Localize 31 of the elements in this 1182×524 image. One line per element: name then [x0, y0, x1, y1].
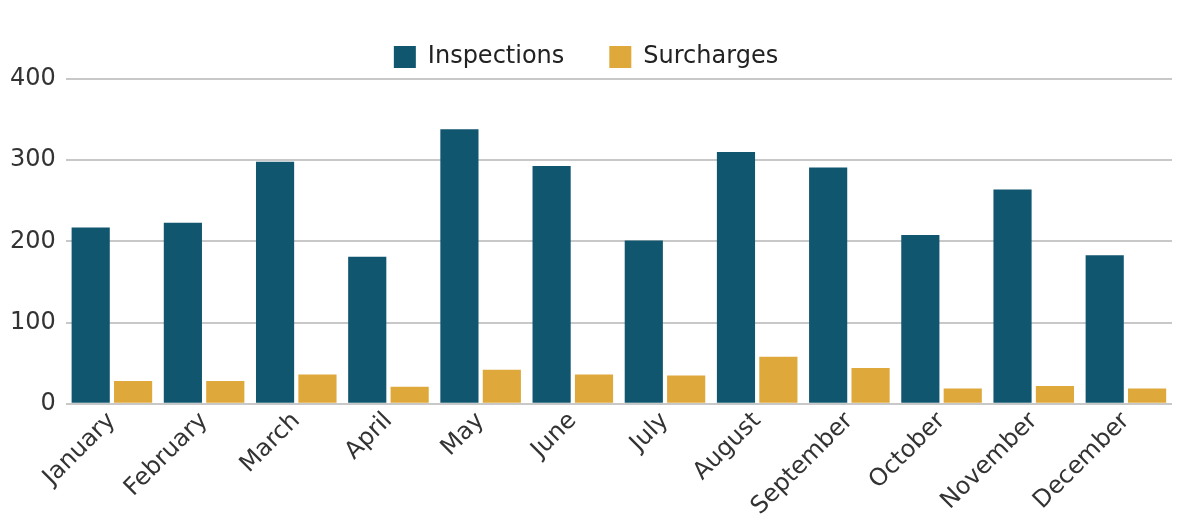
bar: [809, 167, 848, 403]
bar: [298, 374, 337, 403]
legend-label: Surcharges: [643, 41, 779, 70]
bar: [482, 369, 521, 403]
bar: [206, 381, 245, 403]
y-tick-label: 0: [40, 388, 56, 417]
bar: [163, 222, 202, 403]
bar: [440, 129, 479, 403]
bar: [993, 189, 1032, 403]
y-tick-label: 300: [10, 144, 56, 173]
bar: [255, 161, 295, 403]
bar: [348, 256, 387, 403]
bar: [716, 152, 756, 403]
bar: [574, 374, 614, 403]
y-tick-label: 100: [10, 306, 56, 335]
bar: [901, 234, 940, 403]
bar: [114, 381, 153, 403]
bar: [943, 388, 982, 403]
bar: [390, 386, 429, 403]
bar: [1128, 388, 1167, 403]
bar: [1085, 255, 1124, 403]
bar: [532, 165, 571, 403]
y-tick-label: 200: [10, 225, 56, 254]
legend-label: Inspections: [427, 41, 565, 70]
bar: [667, 375, 706, 403]
bar: [624, 240, 663, 403]
bar: [1035, 385, 1075, 403]
bar: [759, 356, 798, 403]
y-tick-label: 400: [10, 63, 56, 92]
bar: [71, 227, 110, 403]
bar: [851, 368, 890, 403]
